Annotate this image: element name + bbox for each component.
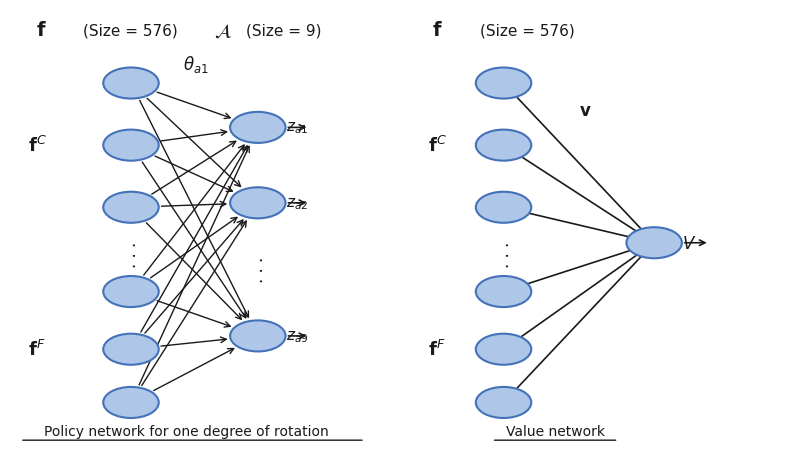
Circle shape xyxy=(476,334,531,365)
Text: Policy network for one degree of rotation: Policy network for one degree of rotatio… xyxy=(44,424,329,438)
Circle shape xyxy=(476,130,531,161)
Circle shape xyxy=(626,228,682,259)
Text: $z_{a1}$: $z_{a1}$ xyxy=(286,120,308,136)
Text: $z_{a9}$: $z_{a9}$ xyxy=(286,328,308,344)
Circle shape xyxy=(103,276,159,308)
Circle shape xyxy=(230,113,286,143)
Circle shape xyxy=(230,321,286,352)
Text: $\mathbf{f}^F$: $\mathbf{f}^F$ xyxy=(28,340,46,359)
Circle shape xyxy=(103,387,159,418)
Text: (Size = 576): (Size = 576) xyxy=(83,23,178,38)
Text: . . .: . . . xyxy=(494,241,513,267)
Text: $\mathbf{f}$: $\mathbf{f}$ xyxy=(433,21,443,40)
Circle shape xyxy=(476,276,531,308)
Circle shape xyxy=(103,69,159,99)
Text: $\mathbf{f}^F$: $\mathbf{f}^F$ xyxy=(429,340,445,359)
Circle shape xyxy=(103,130,159,161)
Circle shape xyxy=(476,387,531,418)
Text: (Size = 9): (Size = 9) xyxy=(246,23,321,38)
Text: $\mathbf{f}$: $\mathbf{f}$ xyxy=(36,21,46,40)
Text: $\mathbf{v}$: $\mathbf{v}$ xyxy=(579,101,591,119)
Text: . . .: . . . xyxy=(122,241,140,267)
Circle shape xyxy=(103,334,159,365)
Text: $\mathbf{f}^C$: $\mathbf{f}^C$ xyxy=(429,136,447,156)
Text: . . .: . . . xyxy=(249,257,267,283)
Text: $V$: $V$ xyxy=(682,234,696,252)
Circle shape xyxy=(230,188,286,219)
Text: $\theta_{a1}$: $\theta_{a1}$ xyxy=(183,54,208,75)
Text: $\mathcal{A}$: $\mathcal{A}$ xyxy=(214,21,232,40)
Text: Value network: Value network xyxy=(505,424,605,438)
Text: $\mathbf{f}^C$: $\mathbf{f}^C$ xyxy=(28,136,46,156)
Circle shape xyxy=(103,192,159,223)
Circle shape xyxy=(476,69,531,99)
Text: (Size = 576): (Size = 576) xyxy=(480,23,574,38)
Circle shape xyxy=(476,192,531,223)
Text: $z_{a2}$: $z_{a2}$ xyxy=(286,196,308,211)
